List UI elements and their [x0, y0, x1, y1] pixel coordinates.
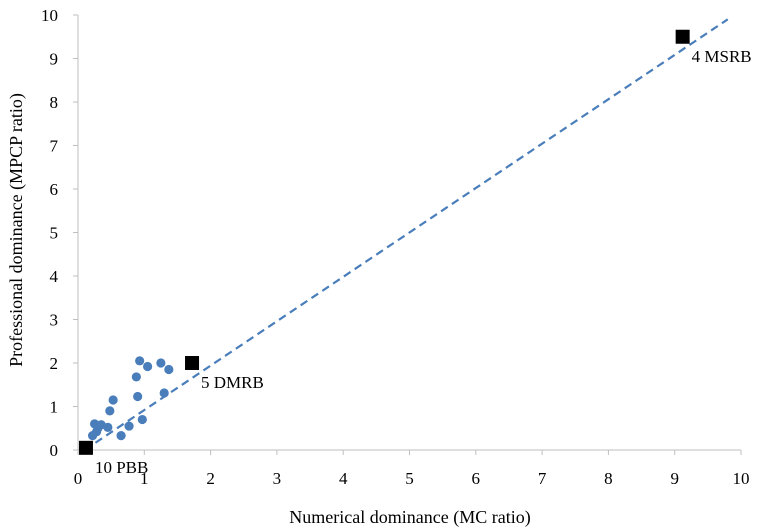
highlight-point — [185, 356, 200, 370]
data-point — [133, 391, 143, 402]
x-tick-label: 2 — [206, 469, 215, 488]
data-point — [143, 361, 153, 372]
data-point — [116, 431, 126, 441]
x-tick-label: 6 — [472, 469, 481, 488]
x-tick-label: 3 — [273, 469, 282, 488]
data-point — [124, 421, 134, 431]
y-tick-label: 8 — [50, 93, 59, 112]
y-tick-label: 10 — [41, 6, 58, 25]
x-tick-label: 8 — [604, 469, 613, 488]
highlight-point-label: 5 DMRB — [201, 373, 264, 392]
y-tick-label: 7 — [50, 137, 59, 156]
axes — [73, 14, 742, 455]
y-tick-label: 4 — [50, 267, 59, 286]
x-axis-title: Numerical dominance (MC ratio) — [289, 507, 530, 528]
x-tick-label: 1 — [140, 469, 149, 488]
x-tick-label: 0 — [74, 469, 83, 488]
data-point — [103, 422, 113, 432]
highlight-point — [78, 440, 93, 455]
x-tick-label: 5 — [405, 469, 414, 488]
highlight-point — [675, 29, 690, 44]
x-tick-label: 7 — [538, 469, 547, 488]
data-point — [137, 414, 147, 425]
y-axis-title: Professional dominance (MPCP ratio) — [6, 93, 27, 367]
data-points — [87, 356, 174, 441]
data-point — [108, 395, 118, 405]
y-tick-label: 1 — [50, 398, 59, 417]
data-point — [105, 406, 115, 416]
data-point — [156, 358, 166, 368]
y-tick-label: 5 — [50, 224, 59, 243]
y-tick-label: 3 — [50, 311, 59, 330]
x-tick-label: 9 — [670, 469, 679, 488]
data-point — [164, 364, 174, 375]
x-tick-label: 10 — [733, 469, 750, 488]
y-tick-label: 6 — [50, 180, 59, 199]
reference-line-group — [84, 18, 729, 451]
y-tick-label: 9 — [50, 50, 59, 69]
y-tick-label: 0 — [50, 441, 59, 460]
y-tick-label: 2 — [50, 354, 59, 373]
data-point — [131, 372, 141, 382]
tick-labels: 0 1 2 3 4 5 6 7 8 9 10 0 1 2 3 4 5 6 7 8 9 10 — [41, 6, 750, 488]
x-tick-label: 4 — [339, 469, 348, 488]
reference-line — [84, 18, 729, 451]
highlight-point-label: 10 PBB — [95, 458, 148, 477]
data-point — [159, 388, 169, 398]
highlight-point-label: 4 MSRB — [692, 47, 752, 66]
data-point — [135, 356, 145, 366]
highlighted-points: 10 PBB 5 DMRB 4 MSRB — [78, 29, 752, 477]
